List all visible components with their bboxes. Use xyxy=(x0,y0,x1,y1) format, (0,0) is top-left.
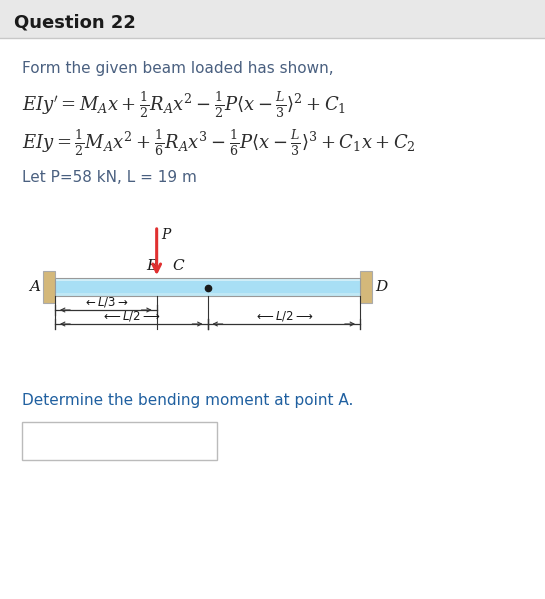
Bar xyxy=(22,422,217,460)
Text: D: D xyxy=(375,280,387,294)
Bar xyxy=(55,293,360,296)
Text: $EIy = \frac{1}{2}M_Ax^2 + \frac{1}{6}R_Ax^3 - \frac{1}{6}P\langle x - \frac{L}{: $EIy = \frac{1}{2}M_Ax^2 + \frac{1}{6}R_… xyxy=(22,128,416,158)
Text: A: A xyxy=(29,280,40,294)
Bar xyxy=(0,0,545,38)
Text: Question 22: Question 22 xyxy=(14,13,136,31)
Bar xyxy=(360,271,372,303)
Text: $\leftarrow L/3 \rightarrow$: $\leftarrow L/3 \rightarrow$ xyxy=(83,295,129,309)
Text: C: C xyxy=(173,259,184,273)
Bar xyxy=(55,278,360,296)
Bar xyxy=(55,278,360,296)
Bar xyxy=(55,278,360,281)
Text: Determine the bending moment at point A.: Determine the bending moment at point A. xyxy=(22,392,353,407)
Text: P: P xyxy=(162,228,171,242)
Text: $EIy' = M_Ax + \frac{1}{2}R_Ax^2 - \frac{1}{2}P\langle x - \frac{L}{3}\rangle^2 : $EIy' = M_Ax + \frac{1}{2}R_Ax^2 - \frac… xyxy=(22,90,346,120)
Text: $\longleftarrow L/2 \longrightarrow$: $\longleftarrow L/2 \longrightarrow$ xyxy=(101,309,161,323)
Bar xyxy=(43,271,55,303)
Text: B: B xyxy=(146,259,158,273)
Text: Form the given beam loaded has shown,: Form the given beam loaded has shown, xyxy=(22,60,334,75)
Text: Let P=58 kN, L = 19 m: Let P=58 kN, L = 19 m xyxy=(22,171,197,186)
Text: $\longleftarrow L/2 \longrightarrow$: $\longleftarrow L/2 \longrightarrow$ xyxy=(254,309,313,323)
